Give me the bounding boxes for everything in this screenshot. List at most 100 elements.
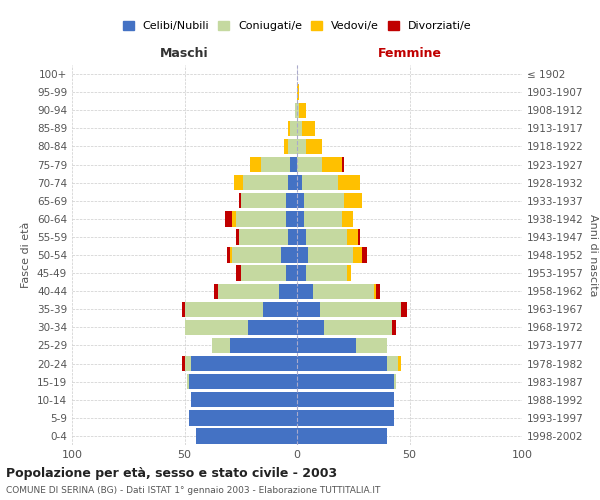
Bar	[191, 356, 297, 372]
Bar	[236, 229, 239, 244]
Bar	[306, 229, 347, 244]
Bar	[344, 193, 362, 208]
Bar	[236, 266, 241, 281]
Bar	[398, 356, 401, 372]
Bar	[342, 157, 344, 172]
Bar	[297, 410, 394, 426]
Bar	[229, 338, 297, 353]
Bar	[286, 193, 297, 208]
Bar	[295, 102, 297, 118]
Bar	[281, 248, 297, 262]
Bar	[229, 248, 232, 262]
Bar	[342, 211, 353, 226]
Bar	[239, 193, 241, 208]
Bar	[250, 157, 261, 172]
Bar	[373, 284, 376, 299]
Bar	[297, 211, 304, 226]
Bar	[288, 229, 297, 244]
Bar	[313, 284, 373, 299]
Bar	[297, 84, 299, 100]
Bar	[297, 374, 394, 390]
Bar	[297, 120, 302, 136]
Bar	[182, 302, 185, 317]
Bar	[297, 392, 394, 407]
Bar	[185, 356, 191, 372]
Bar	[239, 229, 288, 244]
Bar	[212, 338, 229, 353]
Bar	[387, 356, 398, 372]
Bar	[297, 248, 308, 262]
Bar	[358, 229, 360, 244]
Bar	[241, 193, 286, 208]
Bar	[304, 211, 342, 226]
Bar	[324, 320, 392, 335]
Bar	[232, 211, 236, 226]
Bar	[376, 284, 380, 299]
Bar	[263, 302, 297, 317]
Bar	[234, 175, 243, 190]
Bar	[241, 266, 286, 281]
Bar	[196, 428, 297, 444]
Bar	[297, 320, 324, 335]
Bar	[297, 356, 387, 372]
Bar	[288, 138, 297, 154]
Bar	[185, 320, 248, 335]
Legend: Celibi/Nubili, Coniugati/e, Vedovi/e, Divorziati/e: Celibi/Nubili, Coniugati/e, Vedovi/e, Di…	[119, 18, 475, 34]
Bar	[290, 157, 297, 172]
Bar	[392, 320, 396, 335]
Bar	[347, 266, 351, 281]
Text: COMUNE DI SERINA (BG) - Dati ISTAT 1° gennaio 2003 - Elaborazione TUTTITALIA.IT: COMUNE DI SERINA (BG) - Dati ISTAT 1° ge…	[6, 486, 380, 495]
Bar	[218, 284, 279, 299]
Bar	[304, 193, 344, 208]
Bar	[306, 266, 347, 281]
Bar	[362, 248, 367, 262]
Bar	[214, 284, 218, 299]
Bar	[297, 266, 306, 281]
Bar	[187, 374, 189, 390]
Bar	[297, 284, 313, 299]
Y-axis label: Fasce di età: Fasce di età	[22, 222, 31, 288]
Bar	[297, 302, 320, 317]
Bar	[297, 229, 306, 244]
Bar	[337, 175, 360, 190]
Bar	[279, 284, 297, 299]
Bar	[243, 175, 288, 190]
Y-axis label: Anni di nascita: Anni di nascita	[587, 214, 598, 296]
Bar	[189, 410, 297, 426]
Bar	[189, 374, 297, 390]
Bar	[290, 120, 297, 136]
Bar	[182, 356, 185, 372]
Bar	[284, 138, 288, 154]
Bar	[297, 428, 387, 444]
Bar	[308, 248, 353, 262]
Bar	[297, 338, 355, 353]
Bar	[286, 266, 297, 281]
Bar	[185, 302, 263, 317]
Bar	[320, 302, 401, 317]
Bar	[297, 138, 306, 154]
Bar	[261, 157, 290, 172]
Bar	[302, 175, 337, 190]
Bar	[225, 211, 232, 226]
Bar	[299, 102, 306, 118]
Bar	[288, 175, 297, 190]
Bar	[355, 338, 387, 353]
Bar	[353, 248, 362, 262]
Bar	[288, 120, 290, 136]
Bar	[232, 248, 281, 262]
Bar	[236, 211, 286, 226]
Bar	[394, 374, 396, 390]
Bar	[347, 229, 358, 244]
Bar	[286, 211, 297, 226]
Bar	[302, 120, 315, 136]
Bar	[401, 302, 407, 317]
Bar	[306, 138, 322, 154]
Bar	[248, 320, 297, 335]
Bar	[297, 102, 299, 118]
Text: Popolazione per età, sesso e stato civile - 2003: Popolazione per età, sesso e stato civil…	[6, 467, 337, 480]
Bar	[227, 248, 229, 262]
Bar	[297, 175, 302, 190]
Text: Femmine: Femmine	[377, 46, 442, 60]
Bar	[191, 392, 297, 407]
Bar	[297, 157, 322, 172]
